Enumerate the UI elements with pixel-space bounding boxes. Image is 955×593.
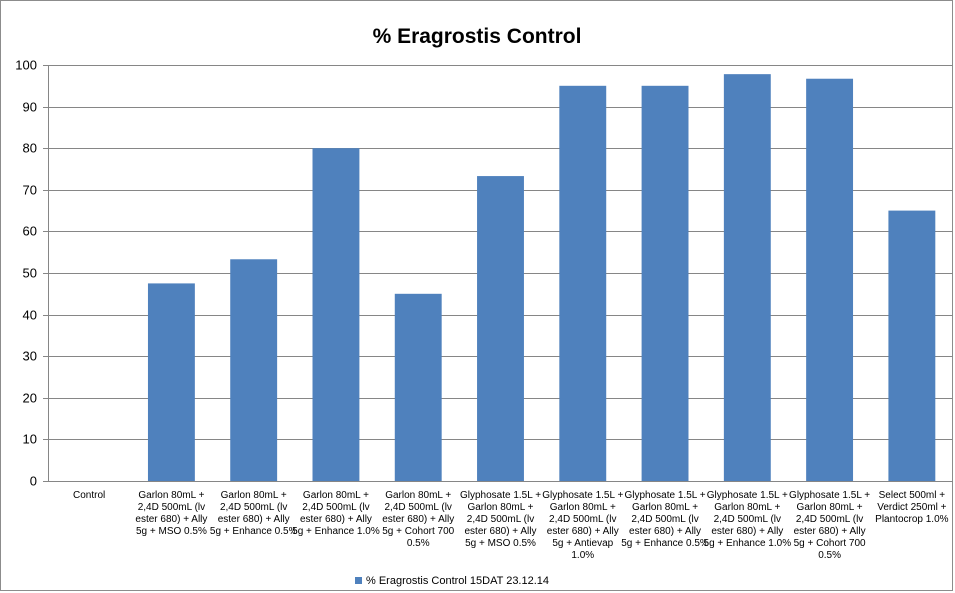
legend-label: % Eragrostis Control 15DAT 23.12.14	[366, 575, 549, 587]
bar	[723, 74, 771, 481]
bar	[806, 78, 854, 481]
y-tick-label: 90	[23, 100, 37, 115]
bar	[641, 85, 689, 482]
x-tick-label: Glyphosate 1.5L + Garlon 80mL +2,4D 500mL…	[542, 490, 623, 561]
bar	[888, 210, 936, 481]
bar	[477, 176, 524, 481]
y-tick-label: 0	[30, 474, 37, 489]
bar	[230, 259, 278, 481]
y-tick-label: 50	[23, 266, 37, 281]
bar	[312, 148, 360, 481]
x-tick-label: Control	[73, 490, 105, 501]
x-tick-label: Garlon 80mL +2,4D 500mL (lv ester 680) + …	[210, 490, 298, 537]
x-tick-label: Garlon 80mL +2,4D 500mL (lv ester 680) + …	[382, 490, 454, 549]
y-tick-label: 70	[23, 183, 37, 198]
y-tick-label: 100	[15, 58, 37, 73]
bar	[147, 283, 195, 481]
x-tick-label: Glyphosate 1.5L + Garlon 80mL +2,4D 500mL…	[789, 490, 870, 561]
y-tick-label: 80	[23, 141, 37, 156]
bar	[559, 85, 607, 482]
chart-title: % Eragrostis Control	[373, 25, 582, 48]
x-tick-label: Garlon 80mL +2,4D 500mL (lv ester 680) + …	[135, 490, 207, 537]
x-axis-tick-labels: Control Garlon 80mL +2,4D 500mL (lv ester …	[73, 490, 949, 561]
legend: % Eragrostis Control 15DAT 23.12.14	[355, 575, 549, 587]
x-tick-label: Select 500ml + Verdict 250ml + Plantocrop …	[875, 490, 948, 525]
y-tick-label: 20	[23, 391, 37, 406]
bars	[147, 74, 936, 482]
x-tick-label: Glyphosate 1.5L + Garlon 80mL +2,4D 500mL…	[460, 490, 541, 549]
y-tick-label: 30	[23, 349, 37, 364]
y-axis-tick-labels: 0 10 20 30 40 50 60 70 80 90 100	[15, 58, 37, 489]
bar	[394, 293, 442, 481]
legend-swatch	[355, 577, 362, 584]
y-tick-label: 10	[23, 432, 37, 447]
x-tick-label: Glyphosate 1.5L + Garlon 80mL +2,4D 500mL…	[704, 490, 792, 549]
y-tick-label: 40	[23, 308, 37, 323]
y-tick-label: 60	[23, 224, 37, 239]
x-tick-label: Glyphosate 1.5L + Garlon 80mL +2,4D 500mL…	[621, 490, 709, 549]
x-tick-label: Garlon 80mL +2,4D 500mL (lv ester 680) + …	[292, 490, 380, 537]
